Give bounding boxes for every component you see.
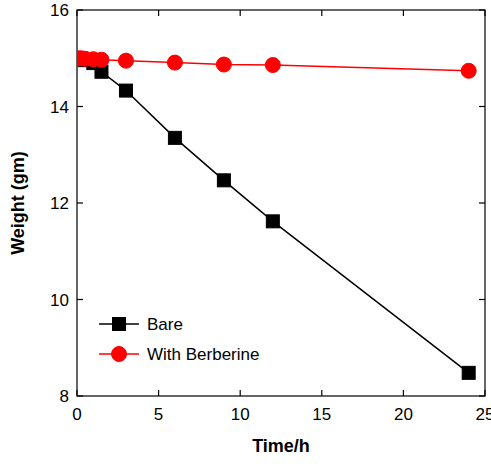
x-tick-top <box>321 10 322 16</box>
series-marker <box>265 58 280 73</box>
y-tick-label: 12 <box>50 194 69 213</box>
x-tick-label: 20 <box>394 405 413 424</box>
chart-container: 8 10 12 14 16 0 5 10 15 20 25 Time/h Weight (gm) Bare… <box>0 0 491 466</box>
y-tick-right <box>479 9 485 10</box>
series-marker <box>461 63 476 78</box>
y-tick-right <box>479 202 485 203</box>
y-tick <box>77 106 83 107</box>
y-tick-label: 14 <box>50 98 69 117</box>
legend-label: With Berberine <box>147 345 259 364</box>
y-tick <box>77 202 83 203</box>
y-tick <box>77 299 83 300</box>
y-tick-label: 8 <box>60 387 69 406</box>
y-tick <box>77 395 83 396</box>
series-line <box>77 58 469 373</box>
series-marker <box>118 53 133 68</box>
x-tick <box>484 390 485 396</box>
chart-svg: 8 10 12 14 16 0 5 10 15 20 25 Time/h Weight (gm) Bare… <box>0 0 491 466</box>
x-tick <box>158 390 159 396</box>
y-axis-label: Weight (gm) <box>8 151 28 255</box>
plot-data <box>77 51 476 380</box>
x-axis-label: Time/h <box>252 436 310 456</box>
x-tick-top <box>484 10 485 16</box>
series-marker <box>216 57 231 72</box>
y-tick-right <box>479 106 485 107</box>
x-tick-label: 0 <box>72 405 81 424</box>
x-tick-label: 10 <box>231 405 250 424</box>
x-tick <box>240 390 241 396</box>
series-marker <box>266 215 279 228</box>
x-tick-top <box>240 10 241 16</box>
x-tick-label: 5 <box>154 405 163 424</box>
x-tick <box>76 390 77 396</box>
plot-frame <box>77 10 485 396</box>
x-tick-label: 15 <box>312 405 331 424</box>
series-marker <box>168 131 181 144</box>
series-marker <box>462 366 475 379</box>
y-tick-label: 16 <box>50 1 69 20</box>
legend-marker <box>113 318 126 331</box>
x-tick-top <box>76 10 77 16</box>
x-tick <box>403 390 404 396</box>
y-tick <box>77 9 83 10</box>
series-marker <box>217 174 230 187</box>
legend-marker <box>112 347 127 362</box>
x-tick <box>321 390 322 396</box>
series-marker <box>167 55 182 70</box>
y-tick-label: 10 <box>50 291 69 310</box>
x-tick-label: 25 <box>476 405 491 424</box>
y-tick-right <box>479 299 485 300</box>
series-marker <box>119 84 132 97</box>
x-tick-top <box>403 10 404 16</box>
y-tick-right <box>479 395 485 396</box>
series-marker <box>94 52 109 67</box>
x-tick-top <box>158 10 159 16</box>
legend: Bare With Berberine <box>99 315 259 364</box>
legend-label: Bare <box>147 315 183 334</box>
